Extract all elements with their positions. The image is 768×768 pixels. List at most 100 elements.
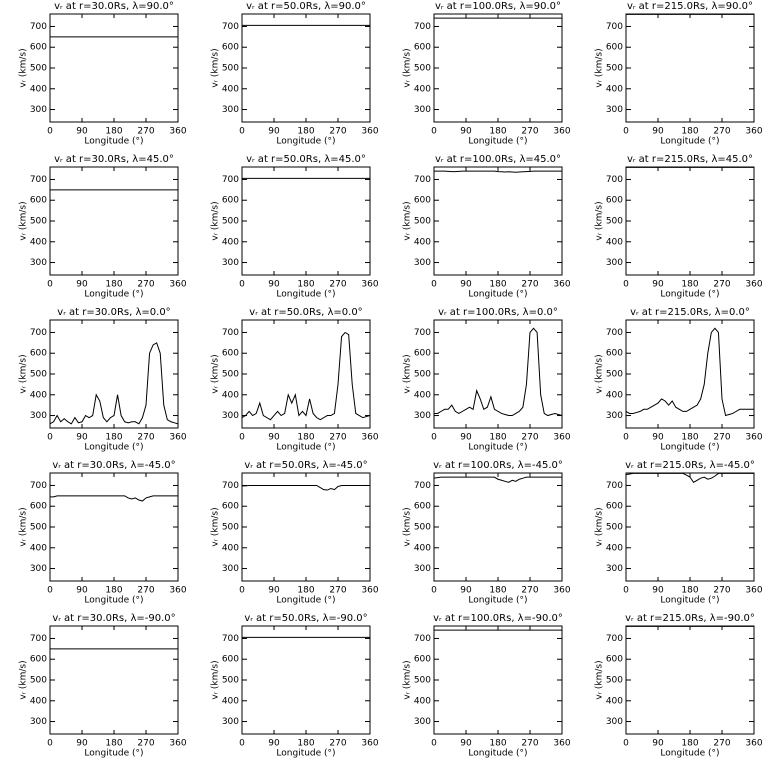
panel: vᵣ at r=100.0Rs, λ=-90.0° 0 90 180 270 360 300… xyxy=(403,613,571,759)
x-tick-label: 0 xyxy=(47,739,53,749)
panel: vᵣ at r=215.0Rs, λ=-45.0° 0 90 180 270 360 300… xyxy=(595,460,763,606)
y-axis-label: vᵣ (km/s) xyxy=(403,660,413,699)
y-tick-label: 500 xyxy=(606,370,623,380)
y-axis-label: vᵣ (km/s) xyxy=(595,507,605,546)
y-axis-label: vᵣ (km/s) xyxy=(403,354,413,393)
plot-frame xyxy=(49,472,179,582)
x-tick-label: 180 xyxy=(681,280,698,290)
y-tick-label: 700 xyxy=(222,328,239,338)
x-tick-label: 90 xyxy=(76,433,88,443)
plot-area xyxy=(434,327,562,417)
x-tick-label: 180 xyxy=(297,280,314,290)
x-tick-label: 90 xyxy=(268,127,280,137)
x-axis-label: Longitude (°) xyxy=(468,749,527,759)
x-tick-label: 270 xyxy=(521,433,538,443)
y-tick-label: 400 xyxy=(222,390,239,400)
y-tick-label: 400 xyxy=(222,696,239,706)
panel: vᵣ at r=100.0Rs, λ=-45.0° 0 90 180 270 360 300… xyxy=(403,460,571,606)
y-tick-label: 300 xyxy=(222,105,239,115)
x-tick-label: 0 xyxy=(239,586,245,596)
panel: vᵣ at r=215.0Rs, λ=0.0° 0 90 180 270 360 300 40… xyxy=(595,307,763,453)
x-tick-label: 0 xyxy=(623,433,629,443)
panel-title: vᵣ at r=50.0Rs, λ=-90.0° xyxy=(244,613,367,624)
panel-title: vᵣ at r=100.0Rs, λ=45.0° xyxy=(435,154,561,165)
plot-frame xyxy=(625,319,755,429)
x-tick-label: 270 xyxy=(521,127,538,137)
panel-title: vᵣ at r=100.0Rs, λ=0.0° xyxy=(438,307,558,318)
y-tick-label: 700 xyxy=(606,175,623,185)
x-tick-label: 270 xyxy=(521,586,538,596)
x-tick-label: 180 xyxy=(681,127,698,137)
y-tick-label: 600 xyxy=(414,349,431,359)
x-tick-label: 270 xyxy=(329,280,346,290)
y-tick-label: 500 xyxy=(606,523,623,533)
x-tick-label: 180 xyxy=(489,433,506,443)
y-tick-label: 300 xyxy=(606,411,623,421)
y-tick-label: 700 xyxy=(222,175,239,185)
y-tick-label: 400 xyxy=(222,84,239,94)
y-axis-label: vᵣ (km/s) xyxy=(211,201,221,240)
y-tick-label: 500 xyxy=(222,370,239,380)
panel-title: vᵣ at r=215.0Rs, λ=-90.0° xyxy=(625,613,755,624)
panel: vᵣ at r=50.0Rs, λ=90.0° 0 90 180 270 360 300 40… xyxy=(211,1,379,147)
y-tick-label: 400 xyxy=(30,543,47,553)
x-axis-label: Longitude (°) xyxy=(660,290,719,300)
plot-frame xyxy=(625,13,755,123)
y-tick-label: 300 xyxy=(222,411,239,421)
plot-frame xyxy=(433,472,563,582)
y-tick-label: 400 xyxy=(30,84,47,94)
x-tick-label: 180 xyxy=(105,739,122,749)
x-tick-label: 360 xyxy=(169,280,186,290)
y-tick-label: 600 xyxy=(414,502,431,512)
plot-frame xyxy=(433,166,563,276)
x-tick-label: 0 xyxy=(623,127,629,137)
x-tick-label: 360 xyxy=(361,433,378,443)
y-tick-label: 600 xyxy=(606,349,623,359)
x-tick-label: 270 xyxy=(329,127,346,137)
y-tick-label: 300 xyxy=(222,564,239,574)
x-axis-label: Longitude (°) xyxy=(276,596,335,606)
x-tick-label: 0 xyxy=(47,280,53,290)
x-tick-label: 0 xyxy=(47,433,53,443)
plot-frame xyxy=(49,625,179,735)
x-tick-label: 270 xyxy=(137,739,154,749)
y-tick-label: 700 xyxy=(414,22,431,32)
x-axis-label: Longitude (°) xyxy=(660,137,719,147)
data-line xyxy=(50,342,178,425)
x-tick-label: 180 xyxy=(105,586,122,596)
panel: vᵣ at r=100.0Rs, λ=45.0° 0 90 180 270 360 300 4… xyxy=(403,154,571,300)
plot-frame xyxy=(625,625,755,735)
x-tick-label: 90 xyxy=(268,586,280,596)
plot-area xyxy=(242,484,370,491)
x-tick-label: 270 xyxy=(713,280,730,290)
y-axis-label: vᵣ (km/s) xyxy=(211,660,221,699)
x-tick-label: 90 xyxy=(76,280,88,290)
y-tick-label: 700 xyxy=(30,22,47,32)
plot-frame xyxy=(433,319,563,429)
x-tick-label: 180 xyxy=(105,433,122,443)
y-tick-label: 400 xyxy=(30,237,47,247)
y-tick-label: 400 xyxy=(414,237,431,247)
x-tick-label: 360 xyxy=(553,739,570,749)
panel-title: vᵣ at r=30.0Rs, λ=45.0° xyxy=(54,154,174,165)
x-tick-label: 360 xyxy=(361,739,378,749)
panel: vᵣ at r=30.0Rs, λ=45.0° 0 90 180 270 360 300 40… xyxy=(19,154,187,300)
y-axis-label: vᵣ (km/s) xyxy=(211,354,221,393)
y-tick-label: 500 xyxy=(606,64,623,74)
y-tick-label: 600 xyxy=(222,502,239,512)
x-tick-label: 0 xyxy=(623,280,629,290)
x-tick-label: 360 xyxy=(361,127,378,137)
x-tick-label: 180 xyxy=(489,127,506,137)
panel-title: vᵣ at r=50.0Rs, λ=0.0° xyxy=(249,307,362,318)
x-tick-label: 0 xyxy=(431,127,437,137)
y-tick-label: 500 xyxy=(414,64,431,74)
x-axis-label: Longitude (°) xyxy=(84,290,143,300)
x-tick-label: 90 xyxy=(460,127,472,137)
y-tick-label: 500 xyxy=(606,676,623,686)
y-tick-label: 400 xyxy=(30,390,47,400)
y-tick-label: 600 xyxy=(414,196,431,206)
x-axis-label: Longitude (°) xyxy=(84,749,143,759)
y-tick-label: 500 xyxy=(222,64,239,74)
x-tick-label: 270 xyxy=(137,433,154,443)
panel: vᵣ at r=215.0Rs, λ=45.0° 0 90 180 270 360 300 4… xyxy=(595,154,763,300)
